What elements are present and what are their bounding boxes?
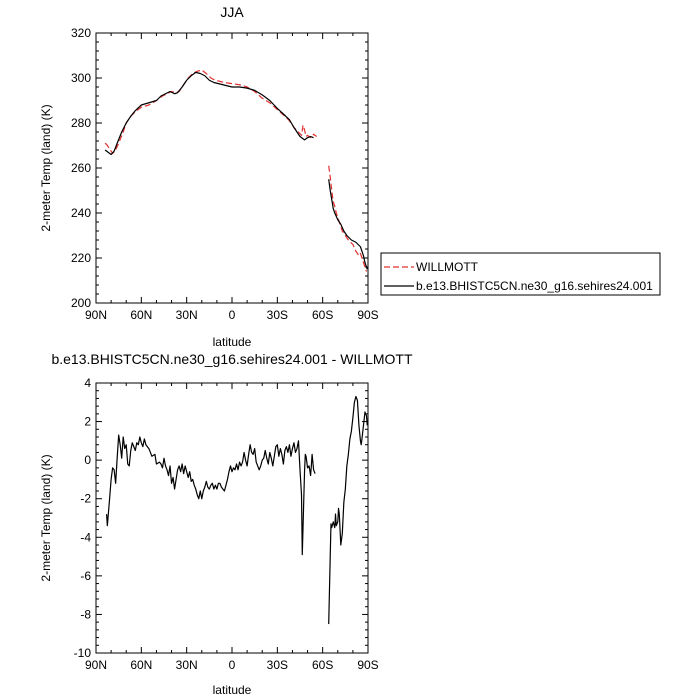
bottom-y-tick-label: -6 — [80, 569, 91, 583]
bottom-x-tick-label: 0 — [229, 658, 236, 672]
top-x-tick-label: 90N — [85, 308, 107, 322]
top-model-line-segment-2 — [328, 179, 368, 270]
bottom-y-tick-label: -8 — [80, 607, 91, 621]
bottom-y-tick-label: 4 — [84, 376, 91, 390]
bottom-plot-frame — [95, 382, 369, 654]
top-x-tick-label: 30N — [176, 308, 198, 322]
legend-entry-willmott: WILLMOTT — [416, 260, 479, 274]
top-x-axis-title: latitude — [213, 335, 252, 349]
top-willmott-line-segment-1 — [104, 69, 317, 154]
bottom-ticks: 90N 60N 30N 0 30S 60S 90S -10 -8 -6 -4 -2 0 2 4 — [74, 376, 379, 672]
legend: WILLMOTT b.e13.BHISTC5CN.ne30_g16.sehire… — [380, 252, 661, 296]
bottom-y-tick-label: 2 — [84, 415, 91, 429]
top-y-axis-title: 2-meter Temp (land) (K) — [39, 104, 53, 231]
bottom-x-tick-label: 90S — [357, 658, 378, 672]
top-y-tick-label: 320 — [71, 26, 91, 40]
bottom-panel-title: b.e13.BHISTC5CN.ne30_g16.sehires24.001 -… — [51, 351, 413, 367]
bottom-panel: b.e13.BHISTC5CN.ne30_g16.sehires24.001 -… — [39, 351, 413, 697]
top-x-tick-label: 60S — [312, 308, 333, 322]
top-y-tick-label: 220 — [71, 251, 91, 265]
top-x-tick-label: 30S — [267, 308, 288, 322]
bottom-difference-line-segment-1 — [105, 434, 316, 556]
top-y-tick-label: 200 — [71, 296, 91, 310]
bottom-y-tick-label: -10 — [74, 646, 92, 660]
top-ticks: 90N 60N 30N 0 30S 60S 90S 200 220 240 260 280 300 320 — [71, 26, 379, 322]
top-x-tick-label: 0 — [229, 308, 236, 322]
top-series-layer — [104, 69, 368, 272]
bottom-difference-line-segment-2 — [328, 395, 368, 625]
bottom-y-tick-label: -4 — [80, 530, 91, 544]
top-x-tick-label: 90S — [357, 308, 378, 322]
top-x-tick-label: 60N — [130, 308, 152, 322]
top-panel: JJA 90N 60N 30N 0 30S 60S 90S 200 220 240 260 280 30… — [39, 4, 379, 349]
top-y-tick-label: 280 — [71, 116, 91, 130]
top-willmott-line-segment-2 — [328, 165, 368, 272]
top-plot-frame — [95, 32, 369, 304]
bottom-x-tick-label: 90N — [85, 658, 107, 672]
bottom-y-axis-title: 2-meter Temp (land) (K) — [39, 454, 53, 581]
bottom-y-tick-label: 0 — [84, 453, 91, 467]
top-y-tick-label: 260 — [71, 161, 91, 175]
bottom-series-layer — [105, 395, 368, 625]
top-model-line-segment-1 — [104, 71, 314, 156]
bottom-x-tick-label: 30S — [267, 658, 288, 672]
legend-entry-model: b.e13.BHISTC5CN.ne30_g16.sehires24.001 — [416, 279, 653, 293]
top-panel-title: JJA — [220, 4, 244, 20]
legend-box — [380, 252, 661, 296]
top-y-tick-label: 240 — [71, 206, 91, 220]
bottom-x-tick-label: 60N — [130, 658, 152, 672]
bottom-x-tick-label: 30N — [176, 658, 198, 672]
bottom-y-tick-label: -2 — [80, 492, 91, 506]
bottom-x-tick-label: 60S — [312, 658, 333, 672]
top-y-tick-label: 300 — [71, 71, 91, 85]
bottom-x-axis-title: latitude — [213, 683, 252, 697]
